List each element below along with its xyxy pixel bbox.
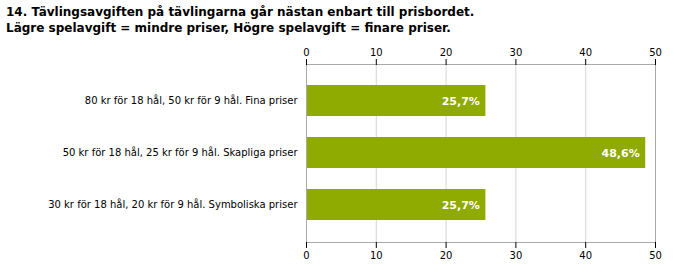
svg-text:20: 20	[440, 250, 453, 261]
svg-text:50 kr för 18 hål, 25 kr för 9: 50 kr för 18 hål, 25 kr för 9 hål. Skapl…	[63, 147, 299, 159]
svg-text:20: 20	[440, 47, 453, 58]
svg-text:0: 0	[303, 47, 309, 58]
svg-text:0: 0	[303, 250, 309, 261]
svg-text:50: 50	[649, 47, 662, 58]
svg-text:10: 10	[370, 250, 383, 261]
svg-text:10: 10	[370, 47, 383, 58]
svg-text:30 kr för 18 hål, 20 kr för 9: 30 kr för 18 hål, 20 kr för 9 hål. Symbo…	[48, 199, 298, 211]
svg-text:30: 30	[510, 250, 523, 261]
svg-text:80 kr för 18 hål, 50 kr för 9: 80 kr för 18 hål, 50 kr för 9 hål. Fina …	[85, 95, 299, 107]
svg-text:30: 30	[510, 47, 523, 58]
svg-text:25,7%: 25,7%	[442, 199, 480, 212]
svg-text:40: 40	[579, 47, 592, 58]
svg-text:50: 50	[649, 250, 662, 261]
html-text:14. Tävlingsavgiften på tävlin: 14. Tävlingsavgiften på tävlingarna går …	[6, 5, 475, 19]
html-text:Lägre spelavgift = mindre pris: Lägre spelavgift = mindre priser, Högre …	[6, 21, 451, 36]
svg-text:48,6%: 48,6%	[602, 147, 640, 160]
svg-text:40: 40	[579, 250, 592, 261]
svg-text:25,7%: 25,7%	[442, 95, 480, 108]
